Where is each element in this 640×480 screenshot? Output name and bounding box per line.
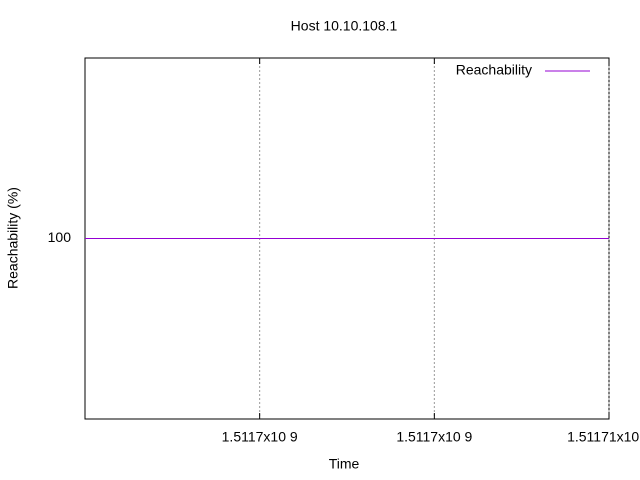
x-tick-label: 1.5117x10 9 bbox=[222, 429, 298, 445]
x-axis-label: Time bbox=[329, 456, 360, 472]
x-tick-label: 1.51171x10 9 bbox=[567, 429, 640, 445]
legend-label: Reachability bbox=[456, 62, 532, 78]
x-tick-label: 1.5117x10 9 bbox=[396, 429, 472, 445]
y-tick-label: 100 bbox=[48, 229, 72, 245]
chart-title: Host 10.10.108.1 bbox=[291, 18, 398, 34]
y-axis-label: Reachability (%) bbox=[5, 187, 21, 289]
legend-background bbox=[437, 62, 607, 80]
